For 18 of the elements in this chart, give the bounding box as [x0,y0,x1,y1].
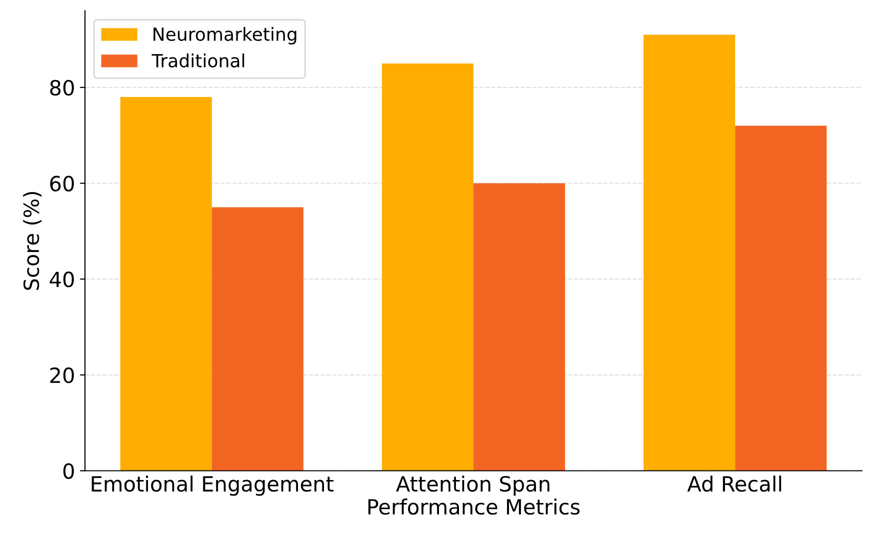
bar [382,63,474,471]
y-tick-label: 0 [63,463,74,479]
x-tick-label: Emotional Engagement [92,476,334,496]
bar [644,34,736,471]
bar [473,183,566,471]
bar [735,126,827,471]
bar [212,207,304,471]
y-axis-title: Score (%) [23,192,42,290]
bar [120,97,212,471]
y-tick-label: 80 [50,80,74,96]
x-axis-title: Performance Metrics [368,498,580,515]
y-tick-label: 60 [50,176,74,192]
x-tick-label: Attention Span [396,476,550,496]
y-tick-label: 40 [50,272,74,288]
legend-label: Neuromarketing [154,27,296,44]
legend-label: Traditional [152,54,244,68]
y-tick-label: 20 [50,367,74,384]
x-tick-label: Ad Recall [687,476,782,492]
